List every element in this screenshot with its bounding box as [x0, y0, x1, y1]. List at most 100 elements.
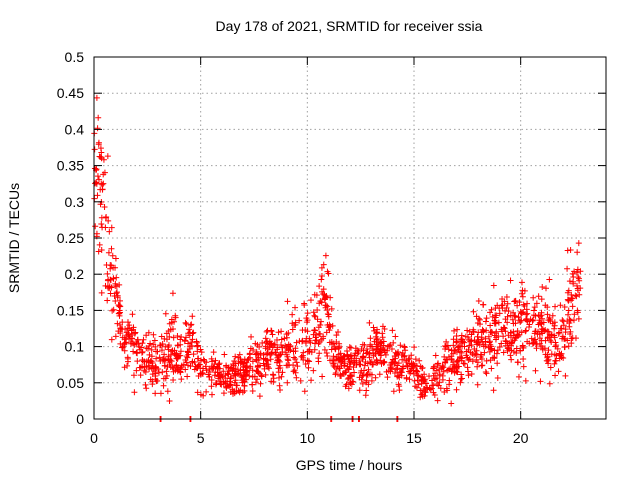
data-point — [363, 377, 370, 384]
data-point — [220, 390, 227, 397]
data-point — [453, 339, 460, 346]
data-point — [113, 289, 120, 296]
data-point — [507, 277, 514, 284]
data-point — [318, 272, 325, 279]
data-point — [169, 290, 176, 297]
data-point — [291, 367, 298, 374]
data-point — [203, 388, 210, 395]
data-point — [192, 363, 199, 370]
data-point — [195, 362, 202, 369]
data-point — [482, 318, 489, 325]
data-point — [465, 372, 472, 379]
data-point — [391, 360, 398, 367]
data-point — [489, 354, 496, 361]
data-point — [573, 269, 580, 276]
data-point — [457, 343, 464, 350]
data-point — [486, 339, 493, 346]
data-point — [478, 356, 485, 363]
data-point — [474, 363, 481, 370]
data-point — [412, 383, 419, 390]
data-point — [379, 323, 386, 330]
data-point — [545, 317, 552, 324]
data-point — [571, 268, 578, 275]
data-point — [520, 344, 527, 351]
data-point — [292, 369, 299, 376]
data-point — [391, 353, 398, 360]
data-point — [520, 355, 527, 362]
data-point — [273, 359, 280, 366]
data-point — [167, 351, 174, 358]
data-point — [249, 381, 256, 388]
data-point — [194, 389, 201, 396]
y-tick-label: 0.45 — [57, 85, 84, 101]
data-point — [387, 361, 394, 368]
data-point — [539, 283, 546, 290]
data-point — [296, 317, 303, 324]
data-point — [498, 326, 505, 333]
data-point — [359, 373, 366, 380]
data-point — [104, 153, 111, 160]
data-point — [258, 372, 265, 379]
data-point — [116, 310, 123, 317]
data-point — [151, 367, 158, 374]
data-point — [358, 345, 365, 352]
data-point — [467, 349, 474, 356]
data-point — [316, 350, 323, 357]
data-point — [381, 359, 388, 366]
data-point — [469, 358, 476, 365]
data-point — [529, 317, 536, 324]
data-point — [143, 332, 150, 339]
data-point — [398, 352, 405, 359]
data-point — [347, 344, 354, 351]
data-point — [564, 247, 571, 254]
data-point — [98, 214, 105, 221]
data-point — [373, 336, 380, 343]
data-point — [417, 363, 424, 370]
data-point — [368, 343, 375, 350]
data-point — [163, 330, 170, 337]
data-point — [458, 339, 465, 346]
data-point — [108, 262, 115, 269]
data-point — [132, 329, 139, 336]
data-point — [501, 324, 508, 331]
data-point — [109, 252, 116, 259]
data-point — [182, 334, 189, 341]
data-point — [329, 322, 336, 329]
data-point — [316, 339, 323, 346]
data-point — [276, 352, 283, 359]
data-point — [483, 357, 490, 364]
data-point — [489, 329, 496, 336]
data-point — [144, 345, 151, 352]
data-point — [388, 345, 395, 352]
data-point — [488, 365, 495, 372]
data-point — [358, 367, 365, 374]
data-point — [393, 366, 400, 373]
data-point — [208, 383, 215, 390]
data-point — [504, 300, 511, 307]
data-point — [515, 373, 522, 380]
data-point — [206, 365, 213, 372]
data-point — [564, 265, 571, 272]
data-point — [98, 289, 105, 296]
axis-ticks: 0 0.05 0.1 0.15 0.2 0.25 0.3 0.35 0.4 0.45 0.5 0 5 10… — [57, 49, 606, 446]
data-point — [157, 390, 164, 397]
data-point — [152, 343, 159, 350]
data-point — [380, 347, 387, 354]
data-point — [341, 352, 348, 359]
data-point — [254, 364, 261, 371]
data-point — [305, 348, 312, 355]
data-point — [178, 376, 185, 383]
data-point — [148, 346, 155, 353]
data-point — [522, 316, 529, 323]
data-point — [544, 328, 551, 335]
data-point — [491, 354, 498, 361]
data-point — [507, 329, 514, 336]
data-point — [406, 368, 413, 375]
data-point — [184, 362, 191, 369]
data-point — [160, 382, 167, 389]
data-point — [130, 348, 137, 355]
data-point — [302, 361, 309, 368]
data-point — [164, 372, 171, 379]
data-point — [569, 270, 576, 277]
